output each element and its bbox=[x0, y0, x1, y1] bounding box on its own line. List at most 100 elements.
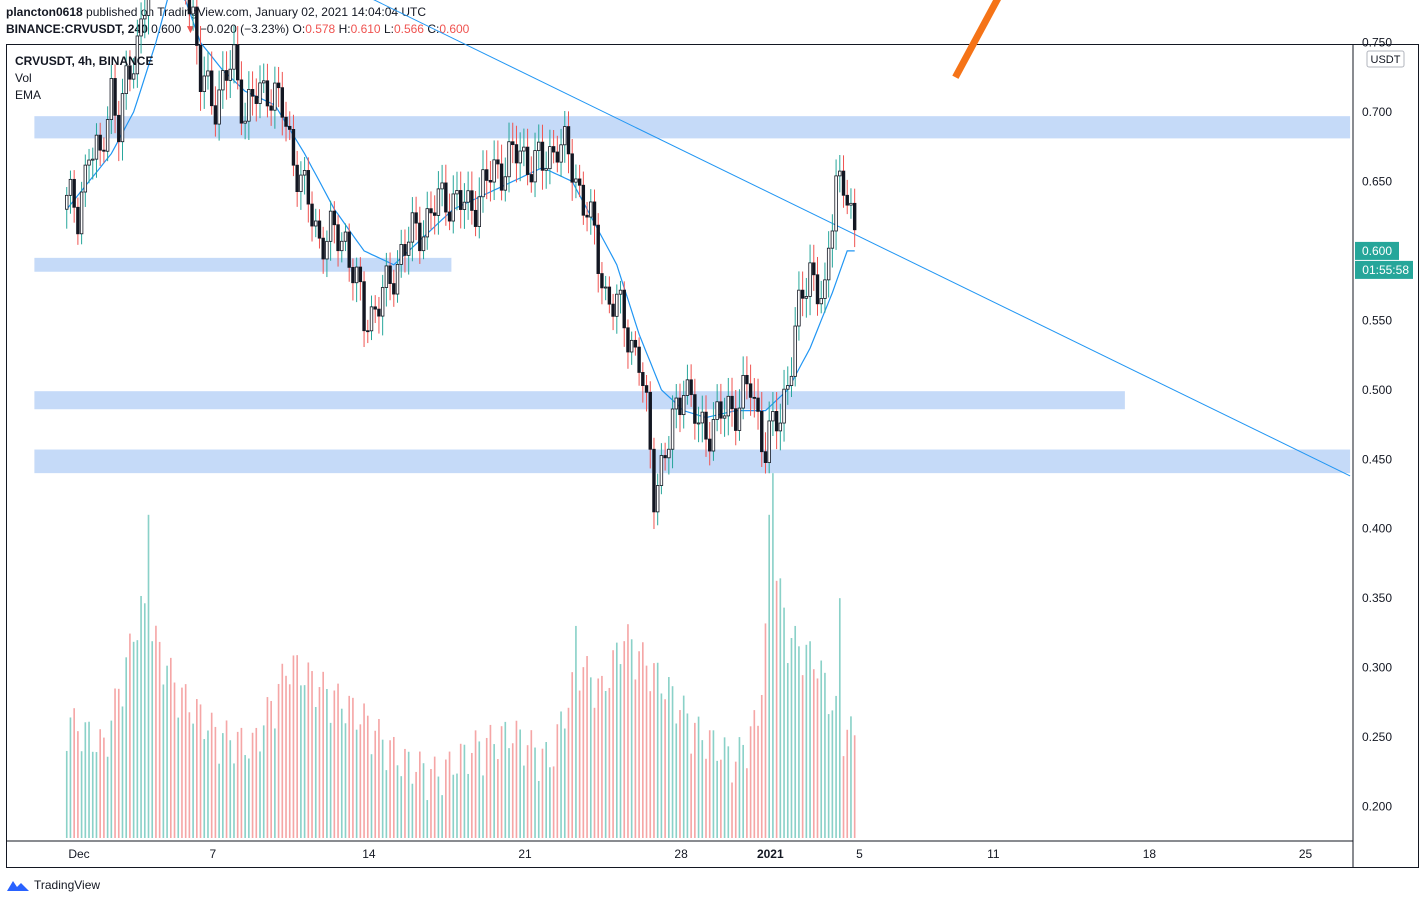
candle-body bbox=[477, 196, 481, 227]
volume-bar bbox=[809, 641, 811, 838]
volume-bar bbox=[746, 768, 748, 838]
volume-bar bbox=[760, 694, 763, 838]
y-tick-label: 0.300 bbox=[1362, 661, 1392, 675]
volume-bar bbox=[508, 748, 510, 838]
volume-bar bbox=[757, 725, 759, 838]
candle-body bbox=[369, 306, 374, 332]
candle-body bbox=[655, 485, 660, 513]
candle-body bbox=[555, 151, 560, 163]
candle-body bbox=[432, 212, 437, 216]
volume-bar bbox=[500, 726, 503, 838]
volume-bar bbox=[827, 714, 830, 838]
candle-body bbox=[819, 298, 823, 305]
candle-body bbox=[340, 240, 344, 252]
candle-body bbox=[696, 422, 701, 425]
candle-body bbox=[195, 6, 199, 46]
candle-body bbox=[444, 182, 448, 213]
volume-bar bbox=[162, 684, 165, 838]
candle-body bbox=[685, 379, 690, 396]
candle-body bbox=[295, 164, 299, 192]
volume-bar bbox=[497, 759, 499, 838]
candle-body bbox=[678, 397, 682, 416]
high-value: 0.610 bbox=[350, 22, 381, 36]
author-name[interactable]: plancton0618 bbox=[6, 5, 83, 19]
chart-frame[interactable] bbox=[6, 44, 1419, 868]
tradingview-logo-icon bbox=[7, 881, 29, 891]
candle-body bbox=[774, 411, 779, 432]
volume-bar bbox=[188, 712, 191, 838]
candle-body bbox=[395, 263, 400, 295]
volume-bar bbox=[749, 726, 752, 838]
candle-body bbox=[503, 176, 508, 191]
candle-body bbox=[455, 190, 459, 195]
candle-body bbox=[406, 241, 411, 256]
legend-ema[interactable]: EMA bbox=[15, 88, 42, 102]
candle-body bbox=[793, 325, 797, 377]
candle-body bbox=[748, 383, 753, 398]
volume-bar bbox=[779, 578, 782, 838]
candle-body bbox=[663, 455, 667, 459]
volume-bar bbox=[248, 758, 250, 838]
y-tick-label: 0.450 bbox=[1362, 452, 1392, 466]
volume-bar bbox=[604, 690, 607, 838]
y-tick-label: 0.750 bbox=[1362, 36, 1392, 50]
volume-bar bbox=[441, 795, 443, 838]
volume-bar bbox=[671, 686, 674, 838]
volume-bar bbox=[110, 720, 113, 838]
candle-body bbox=[670, 408, 675, 450]
volume-bar bbox=[545, 742, 548, 838]
volume-bar bbox=[229, 740, 232, 838]
candle-body bbox=[113, 78, 117, 116]
volume-bar bbox=[504, 721, 507, 838]
low-label: L: bbox=[383, 22, 394, 36]
volume-bar bbox=[638, 651, 640, 838]
volume-bar bbox=[805, 644, 808, 838]
volume-bar bbox=[411, 783, 414, 838]
volume-bar bbox=[634, 679, 637, 838]
candle-body bbox=[581, 184, 586, 216]
candle-body bbox=[68, 178, 73, 196]
volume-bar bbox=[270, 700, 272, 838]
candle-body bbox=[120, 93, 125, 143]
candle-body bbox=[109, 78, 114, 120]
volume-bar bbox=[846, 729, 849, 838]
volume-bar bbox=[668, 677, 670, 838]
legend-volume[interactable]: Vol bbox=[15, 71, 32, 85]
zone-band bbox=[34, 449, 1351, 474]
volume-bar bbox=[801, 675, 804, 838]
volume-bar bbox=[419, 751, 421, 838]
volume-bar bbox=[768, 514, 771, 838]
candle-body bbox=[852, 202, 857, 231]
volume-bar bbox=[158, 641, 161, 838]
candle-body bbox=[544, 168, 548, 171]
volume-bar bbox=[348, 695, 351, 838]
candle-body bbox=[763, 451, 768, 463]
candle-body bbox=[380, 287, 385, 317]
candle-body bbox=[485, 169, 489, 181]
volume-bar bbox=[340, 708, 343, 838]
volume-bar bbox=[192, 723, 194, 838]
candle-body bbox=[704, 411, 708, 440]
volume-bar bbox=[285, 675, 287, 838]
volume-bar bbox=[277, 683, 280, 838]
y-tick-label: 0.250 bbox=[1362, 730, 1392, 744]
candle-body bbox=[209, 70, 214, 107]
publish-line: plancton0618 published on TradingView.co… bbox=[6, 5, 426, 19]
volume-bar bbox=[300, 685, 302, 838]
legend-symbol[interactable]: CRVUSDT, 4h, BINANCE bbox=[15, 54, 154, 68]
volume-bar bbox=[485, 737, 488, 838]
volume-bar bbox=[679, 710, 681, 838]
volume-bar bbox=[660, 693, 663, 838]
volume-bar bbox=[296, 655, 298, 838]
volume-bar bbox=[563, 728, 566, 838]
candle-body bbox=[525, 146, 530, 175]
candle-body bbox=[87, 159, 91, 166]
x-tick-label: 25 bbox=[1299, 847, 1313, 861]
candle-body bbox=[574, 178, 578, 183]
volume-bar bbox=[80, 751, 83, 838]
candle-body bbox=[254, 95, 258, 104]
volume-bar bbox=[686, 713, 689, 838]
candle-body bbox=[399, 244, 403, 265]
volume-bar bbox=[314, 706, 317, 838]
